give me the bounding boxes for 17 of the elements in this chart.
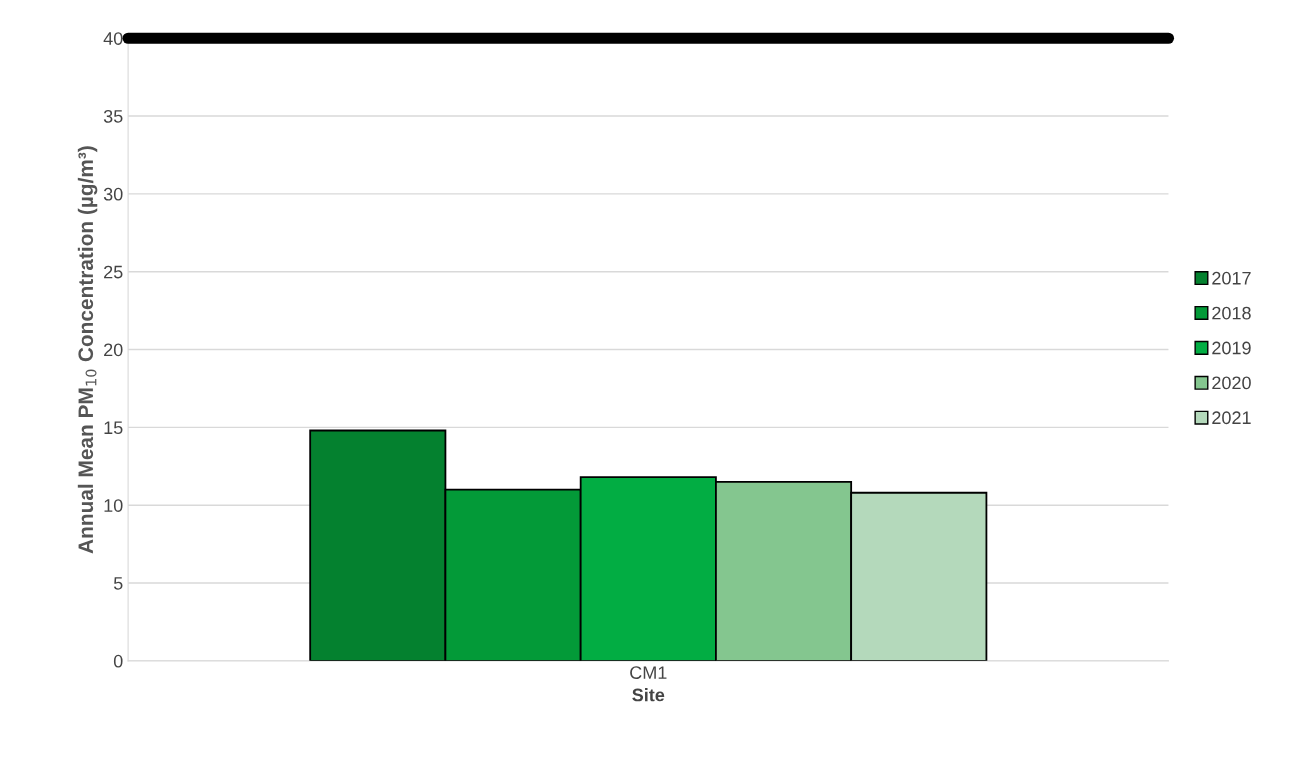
y-tick-label: 5 — [113, 577, 123, 590]
y-tick-label: 0 — [113, 654, 123, 668]
legend-label: 2018 — [1212, 306, 1251, 320]
legend-label: 2021 — [1212, 411, 1251, 425]
x-axis-title: Site — [632, 688, 665, 702]
x-tick-label: CM1 — [630, 666, 667, 679]
legend-label: 2019 — [1212, 341, 1251, 355]
y-tick-label: 35 — [103, 109, 123, 123]
legend-label: 2020 — [1212, 376, 1251, 390]
y-tick-label: 30 — [103, 187, 123, 201]
y-tick-label: 20 — [104, 343, 123, 357]
y-tick-label: 10 — [104, 499, 123, 512]
legend-label: 2017 — [1212, 271, 1251, 285]
y-axis-title: Annual Mean PM$_{10}$ Concentration (µg/m³) — [77, 146, 98, 554]
y-tick-label: 25 — [104, 265, 123, 279]
y-tick-label: 40 — [103, 32, 123, 45]
y-tick-label: 15 — [104, 421, 123, 435]
